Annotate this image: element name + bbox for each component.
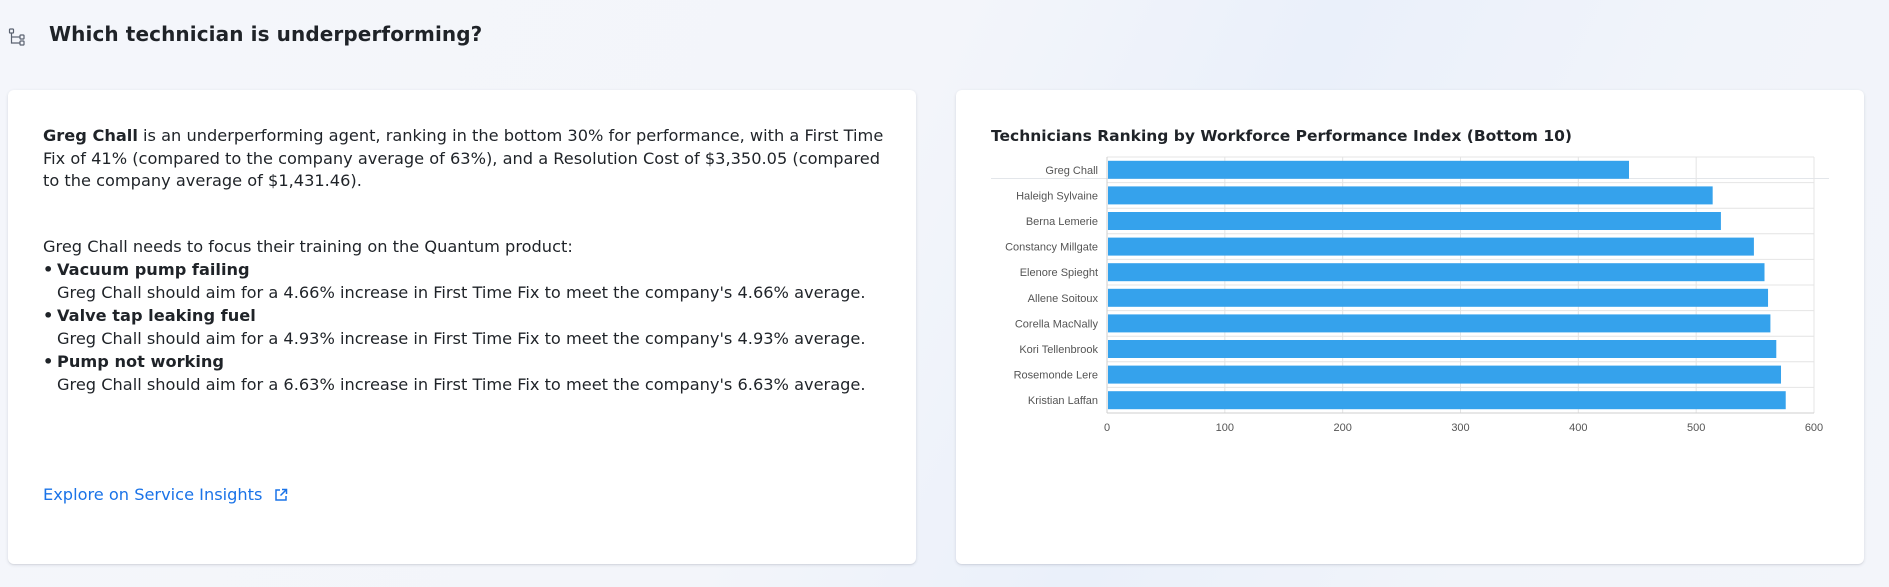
bar — [1108, 160, 1630, 179]
external-link-icon — [275, 488, 288, 501]
list-item: • Vacuum pump failing Greg Chall should a… — [43, 258, 893, 304]
category-label: Haleigh Sylvaine — [1016, 190, 1098, 202]
bar — [1108, 391, 1786, 410]
page-header: Which technician is underperforming? — [0, 0, 1889, 72]
focus-intro: Greg Chall needs to focus their training… — [43, 237, 573, 256]
hierarchy-icon — [8, 28, 25, 46]
bullet-icon: • — [43, 260, 54, 279]
focus-list: • Vacuum pump failing Greg Chall should a… — [43, 258, 893, 396]
bar-chart: Greg Chall Haleigh Sylvaine Berna Lemerie C… — [1005, 156, 1823, 434]
bar — [1108, 212, 1721, 230]
x-tick-label: 200 — [1333, 422, 1351, 434]
x-tick-label: 400 — [1569, 422, 1587, 434]
bar — [1108, 314, 1771, 333]
category-label: Kristian Laffan — [1028, 395, 1098, 407]
category-label: Corella MacNally — [1015, 318, 1099, 330]
x-tick-label: 300 — [1451, 422, 1469, 434]
category-label: Greg Chall — [1045, 165, 1098, 177]
item-title: Vacuum pump failing — [57, 260, 250, 279]
item-description: Greg Chall should aim for a 4.93% increa… — [57, 329, 866, 348]
training-focus: Greg Chall needs to focus their training… — [43, 235, 893, 396]
insight-card: Greg Chall is an underperforming agent, … — [8, 90, 916, 564]
chart-card: Technicians Ranking by Workforce Perform… — [956, 90, 1864, 564]
category-label: Allene Soitoux — [1028, 293, 1099, 305]
summary-text: is an underperforming agent, ranking in … — [43, 126, 884, 191]
category-label: Berna Lemerie — [1026, 216, 1098, 228]
item-description: Greg Chall should aim for a 4.66% increa… — [57, 283, 866, 302]
bar — [1108, 340, 1777, 358]
x-tick-label: 600 — [1805, 422, 1823, 434]
bar — [1108, 288, 1769, 307]
item-title: Valve tap leaking fuel — [57, 306, 256, 325]
chart-title: Technicians Ranking by Workforce Perform… — [991, 127, 1572, 145]
bullet-icon: • — [43, 352, 54, 371]
list-item: • Valve tap leaking fuel Greg Chall shoul… — [43, 304, 893, 350]
bullet-icon: • — [43, 306, 54, 325]
explore-service-insights-link[interactable]: Explore on Service Insights — [43, 485, 288, 504]
bar — [1108, 186, 1713, 205]
bar — [1108, 263, 1765, 282]
explore-link-label: Explore on Service Insights — [43, 485, 263, 504]
insight-summary: Greg Chall is an underperforming agent, … — [43, 125, 893, 193]
list-item: • Pump not working Greg Chall should aim … — [43, 350, 893, 396]
category-label: Rosemonde Lere — [1014, 370, 1098, 382]
agent-name: Greg Chall — [43, 126, 138, 145]
bar — [1108, 365, 1782, 384]
item-description: Greg Chall should aim for a 6.63% increa… — [57, 375, 866, 394]
category-label: Kori Tellenbrook — [1019, 344, 1098, 356]
x-tick-label: 0 — [1104, 422, 1110, 434]
item-title: Pump not working — [57, 352, 224, 371]
category-label: Elenore Spieght — [1020, 267, 1098, 279]
x-tick-label: 500 — [1687, 422, 1705, 434]
x-tick-label: 100 — [1216, 422, 1234, 434]
category-label: Constancy Millgate — [1005, 242, 1098, 254]
page-title: Which technician is underperforming? — [49, 22, 483, 46]
bar — [1108, 237, 1754, 256]
